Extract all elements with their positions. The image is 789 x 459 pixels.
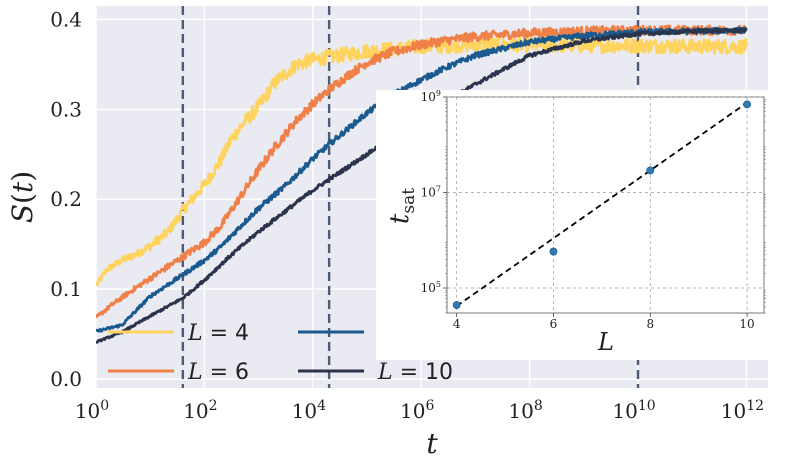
- inset-data-point: [646, 166, 655, 175]
- main-y-tick-label: 0.3: [50, 97, 82, 121]
- inset-x-tick-label: 6: [550, 317, 558, 331]
- inset-plot: 4 6 8 10 105 107 109 L tsat: [376, 89, 770, 360]
- series-line-L4: [96, 36, 748, 287]
- main-x-tick-label: 104: [292, 398, 326, 423]
- inset-fit-line: [456, 101, 748, 307]
- inset-fit: [456, 101, 748, 307]
- inset-y-tick-label: 105: [421, 280, 441, 295]
- inset-y-axis-label: tsat: [385, 188, 419, 224]
- legend-label: L = 4: [187, 321, 249, 346]
- main-y-tick-label: 0.0: [50, 367, 82, 391]
- inset-points: [452, 100, 751, 309]
- inset-y-tick-label: 109: [421, 89, 441, 104]
- svg-text:tsat: tsat: [385, 188, 419, 224]
- main-y-tick-labels: 0.0 0.1 0.2 0.3 0.4: [50, 7, 82, 391]
- main-x-tick-label: 100: [75, 398, 109, 423]
- main-x-tick-label: 102: [183, 398, 217, 423]
- legend-label: L = 10: [377, 360, 453, 385]
- main-x-tick-label: 1010: [612, 398, 655, 423]
- main-y-axis-label: S(t): [6, 171, 39, 223]
- main-y-tick-label: 0.2: [50, 187, 82, 211]
- inset-data-point: [549, 247, 558, 256]
- main-x-tick-label: 108: [508, 398, 542, 423]
- main-x-axis-label: t: [426, 427, 438, 459]
- inset-x-tick-label: 10: [739, 317, 754, 331]
- inset-x-axis-label: L: [597, 328, 614, 356]
- main-y-tick-label: 0.4: [50, 7, 82, 31]
- inset-y-tick-labels: 105 107 109: [421, 89, 441, 295]
- main-y-tick-label: 0.1: [50, 277, 82, 301]
- series-line-L6: [96, 24, 748, 319]
- inset-data-point: [743, 100, 751, 109]
- legend-label: L = 6: [187, 360, 249, 385]
- main-x-tick-label: 106: [400, 398, 434, 423]
- inset-data-point: [452, 301, 461, 309]
- svg-text:S(t): S(t): [6, 171, 39, 223]
- inset-plot-frame: [446, 96, 765, 314]
- inset-x-tick-label: 8: [646, 317, 654, 331]
- main-x-tick-labels: 100 102 104 106 108 1010 1012: [75, 398, 764, 423]
- inset-y-tick-label: 107: [421, 185, 441, 200]
- inset-x-tick-label: 4: [453, 317, 461, 331]
- main-x-tick-label: 1012: [721, 398, 764, 423]
- inset-x-tick-labels: 4 6 8 10: [453, 317, 755, 331]
- inset-grid: [443, 96, 766, 317]
